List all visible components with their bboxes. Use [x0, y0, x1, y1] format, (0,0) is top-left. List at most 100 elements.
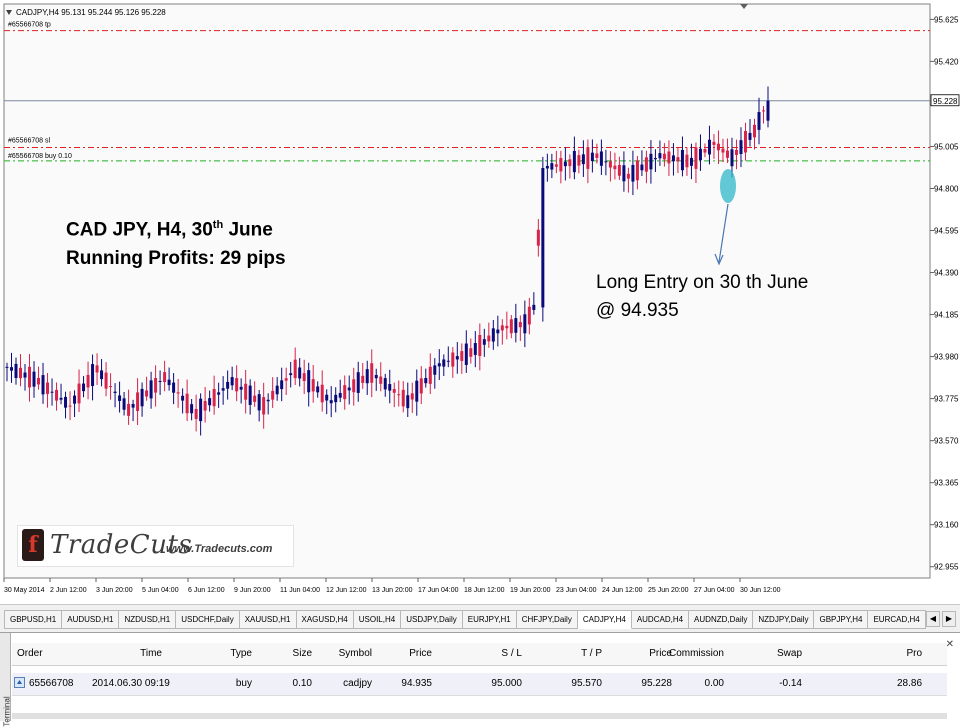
column-header[interactable]: Type: [230, 648, 252, 659]
candle-body: [41, 375, 45, 395]
candle-body: [406, 395, 410, 409]
price-label: 95.005: [934, 142, 959, 151]
candle-body: [523, 314, 527, 334]
column-header[interactable]: S / L: [501, 648, 522, 659]
candle-body: [653, 158, 657, 160]
candle-body: [496, 329, 500, 334]
candle-body: [185, 393, 189, 414]
chart-tab[interactable]: USOIL,H4: [353, 610, 402, 629]
chart-tab[interactable]: CADJPY,H4: [577, 610, 632, 629]
chart-tab[interactable]: XAGUSD,H4: [296, 610, 354, 629]
chart-tab[interactable]: USDJPY,Daily: [401, 610, 463, 629]
price-label: 93.775: [934, 395, 959, 404]
candle-body: [482, 339, 486, 345]
column-header[interactable]: Symbol: [338, 648, 372, 659]
candle-body: [68, 405, 72, 407]
plot-frame: [3, 3, 931, 579]
candle-body: [667, 151, 671, 164]
chart-tab[interactable]: GBPUSD,H1: [4, 610, 63, 629]
close-icon[interactable]: ✕: [945, 639, 954, 650]
tab-scroll-right-icon[interactable]: ▶: [942, 611, 956, 627]
column-header[interactable]: Price: [649, 648, 672, 659]
chart-tab[interactable]: AUDCAD,H4: [631, 610, 690, 629]
candle-body: [338, 392, 342, 398]
candle-body: [64, 396, 68, 408]
horizontal-scrollbar[interactable]: [12, 713, 947, 719]
candle-body: [100, 370, 104, 380]
candle-body: [392, 389, 396, 393]
candle-body: [509, 319, 513, 334]
entry-note-line-1: Long Entry on 30 th June: [596, 272, 809, 293]
chart-tab[interactable]: NZDJPY,Daily: [753, 610, 815, 629]
candle-body: [433, 365, 437, 375]
column-header[interactable]: Pro: [906, 648, 922, 659]
chart-tab[interactable]: AUDUSD,H1: [62, 610, 120, 629]
column-header[interactable]: Swap: [776, 648, 802, 659]
entry-arrow-head-icon: [714, 253, 724, 266]
chart-area[interactable]: 95.625 95.420 95.005 94.800 94.595 94.390 94.1…: [0, 0, 960, 600]
candle-body: [172, 382, 176, 393]
chart-tab[interactable]: NZDUSD,H1: [119, 610, 177, 629]
column-header[interactable]: Commission: [668, 648, 724, 659]
table-row[interactable]: 65566708 2014.06.30 09:19 buy 0.10 cadjpy 94.…: [12, 673, 947, 696]
candle-body: [226, 381, 230, 389]
candle-body: [23, 372, 27, 378]
time-label: 11 Jun 04:00: [280, 587, 320, 594]
column-header[interactable]: Price: [409, 648, 432, 659]
chart-tab[interactable]: GBPJPY,H4: [814, 610, 869, 629]
time-label: 27 Jun 04:00: [694, 587, 735, 594]
chart-tab[interactable]: EURCAD,H4: [868, 610, 926, 629]
candle-body: [671, 155, 675, 162]
candle-body: [424, 378, 428, 384]
candle-body: [154, 378, 158, 393]
tab-scroll-left-icon[interactable]: ◀: [926, 611, 940, 627]
candle-body: [109, 386, 113, 388]
candle-body: [370, 363, 374, 383]
candle-body: [721, 148, 725, 153]
current-price-label: 95.228: [933, 97, 958, 106]
candle-body: [464, 343, 468, 365]
candle-body: [545, 165, 549, 169]
candle-body: [329, 400, 333, 404]
column-header[interactable]: T / P: [581, 648, 602, 659]
candle-body: [361, 375, 365, 383]
table-cell: -0.14: [779, 678, 802, 689]
chart-tab[interactable]: AUDNZD,Daily: [689, 610, 754, 629]
candle-body: [253, 395, 257, 402]
table-cell: 28.86: [897, 678, 923, 689]
table-cell: 65566708: [29, 678, 74, 689]
time-label: 23 Jun 04:00: [556, 587, 597, 594]
candle-series: [5, 86, 770, 436]
column-header[interactable]: Time: [140, 648, 162, 659]
chart-tab[interactable]: EURJPY,H1: [462, 610, 517, 629]
candle-body: [118, 395, 122, 401]
candle-body: [217, 392, 221, 395]
terminal-side-label: Terminal: [2, 696, 12, 727]
time-label: 3 Jun 20:00: [96, 587, 133, 594]
candle-body: [505, 325, 509, 329]
candle-body: [559, 158, 563, 172]
chart-menu-icon: [6, 10, 12, 15]
candle-body: [707, 139, 711, 155]
candle-body: [635, 160, 639, 181]
chart-tab[interactable]: CHFJPY,Daily: [516, 610, 578, 629]
price-chart[interactable]: 95.625 95.420 95.005 94.800 94.595 94.390 94.1…: [0, 0, 960, 600]
logo-mark-icon: f: [22, 529, 44, 561]
candle-body: [352, 379, 356, 393]
chart-tab[interactable]: XAUUSD,H1: [239, 610, 297, 629]
column-header[interactable]: Size: [292, 648, 312, 659]
candle-body: [181, 395, 185, 401]
time-label: 25 Jun 20:00: [648, 587, 689, 594]
candle-body: [487, 335, 491, 342]
candle-body: [293, 359, 297, 379]
candle-body: [437, 363, 441, 367]
candle-body: [743, 131, 747, 153]
candle-body: [311, 379, 315, 392]
price-label: 92.955: [934, 563, 959, 572]
candle-body: [586, 147, 590, 169]
chart-tab[interactable]: USDCHF,Daily: [176, 610, 240, 629]
column-header[interactable]: Order: [17, 648, 43, 659]
candle-body: [37, 377, 41, 385]
candle-body: [334, 394, 338, 403]
candle-body: [631, 164, 635, 182]
